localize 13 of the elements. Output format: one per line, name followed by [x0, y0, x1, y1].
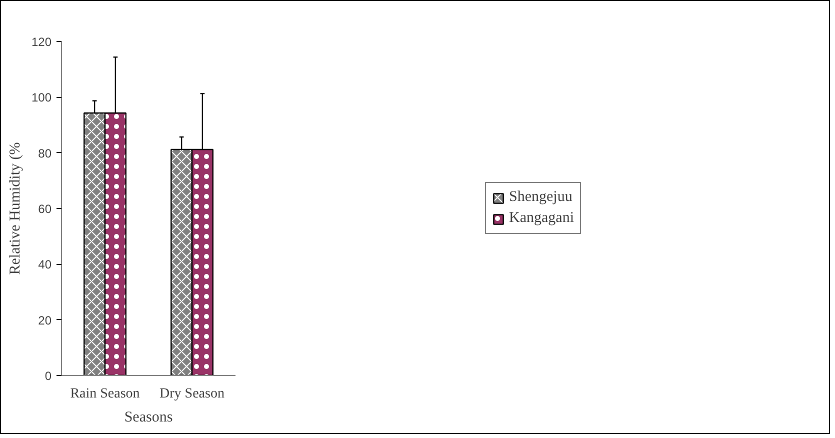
legend-label: Shengejuu [509, 189, 572, 206]
y-axis-title: Relative Humidity (% [7, 142, 24, 275]
y-tick-label: 0 [44, 369, 52, 383]
legend-label: Kangagani [509, 210, 574, 227]
x-tick-label: Dry Season [160, 386, 224, 402]
y-tick-label: 100 [31, 90, 52, 105]
x-axis-title: Seasons [124, 410, 173, 426]
y-tick-label: 120 [31, 35, 52, 49]
x-tick-label: Rain Season [70, 386, 140, 402]
y-tick-label: 80 [38, 146, 52, 160]
y-tick-label: 40 [38, 258, 52, 272]
y-tick-label: 20 [38, 313, 52, 328]
y-tick-label: 60 [38, 202, 52, 216]
